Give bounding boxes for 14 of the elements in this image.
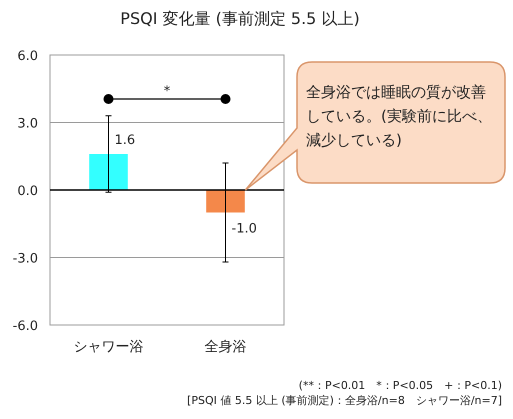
y-tick-label: 3.0	[17, 116, 38, 132]
x-tick-label: シャワー浴	[74, 339, 144, 355]
data-label: -1.0	[232, 222, 257, 236]
y-tick-label: -6.0	[12, 319, 38, 334]
y-tick-label: 0.0	[17, 184, 38, 199]
x-tick-label: 全身浴	[204, 339, 246, 355]
annotation: *	[164, 84, 171, 99]
text: 全身浴では睡眠の質が改善している。(実験前に比べ、減少している)	[306, 82, 493, 151]
y-tick-label: -3.0	[12, 252, 38, 266]
data-label: 1.6	[114, 133, 136, 148]
text: (**：P<0.01 *：P<0.05 +：P<0.1)	[298, 379, 502, 392]
chart-title: PSQI 変化量 (事前測定 5.5 以上)	[120, 9, 360, 28]
y-tick-label: 6.0	[17, 49, 38, 64]
text: [PSQI 値 5.5 以上 (事前測定)：全身浴/n=8 シャワー浴/n=7]	[187, 394, 502, 407]
